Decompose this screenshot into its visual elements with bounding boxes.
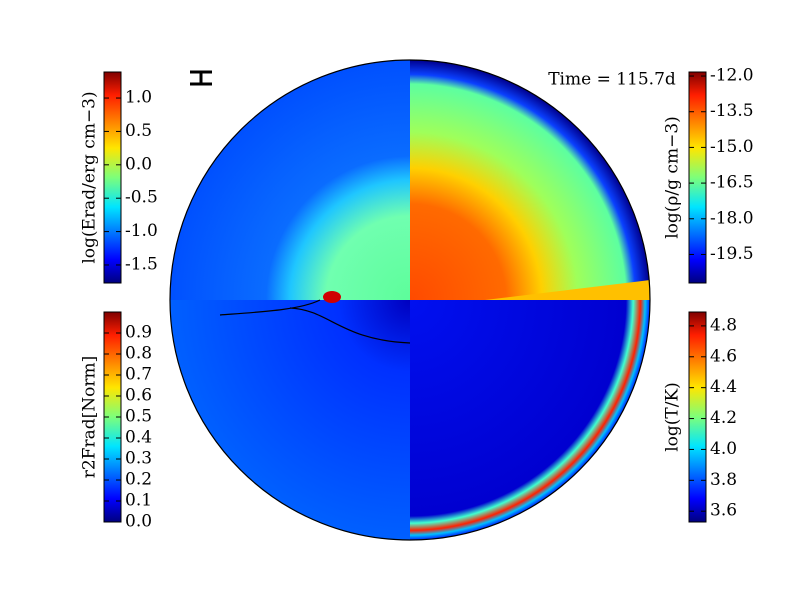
tick-label: 0.0 — [125, 512, 152, 532]
tick-label: -16.5 — [710, 173, 754, 193]
tick-label: 4.4 — [710, 377, 737, 397]
tick-label: 4.8 — [710, 315, 737, 335]
tick-label: -0.5 — [125, 188, 158, 208]
tick-label: 4.2 — [710, 408, 737, 428]
colorbar-label: log(Erad/erg cm−3) — [80, 91, 100, 263]
colorbar-label: log(ρ/g cm−3) — [663, 116, 683, 239]
tick-label: 0.7 — [125, 365, 152, 385]
tick-label: -13.5 — [710, 101, 754, 121]
simulation-disk — [169, 59, 651, 541]
tick-label: 0.2 — [125, 470, 152, 490]
colorbar-label: r2Frad[Norm] — [80, 356, 100, 479]
tick-label: 4.0 — [710, 439, 737, 459]
tick-label: 3.8 — [710, 470, 737, 490]
colorbar-label: log(T/K) — [663, 382, 683, 452]
tick-label: -15.0 — [710, 137, 754, 157]
tick-label: -18.0 — [710, 208, 754, 228]
colorbar — [688, 311, 707, 523]
tick-label: -1.5 — [125, 254, 158, 274]
tick-label: 0.9 — [125, 323, 152, 343]
tick-label: 0.1 — [125, 491, 152, 511]
tick-label: 3.6 — [710, 501, 737, 521]
tick-label: 0.4 — [125, 428, 152, 448]
colorbar — [688, 71, 707, 284]
tick-label: 0.3 — [125, 449, 152, 469]
tick-label: 0.6 — [125, 386, 152, 406]
tick-label: 0.0 — [125, 154, 152, 174]
time-label: Time = 115.7d — [548, 70, 676, 90]
scale-bar — [190, 70, 212, 86]
tick-label: 0.5 — [125, 121, 152, 141]
tick-label: 0.8 — [125, 344, 152, 364]
tick-label: -1.0 — [125, 221, 158, 241]
tick-label: -12.0 — [710, 66, 754, 86]
colorbar — [103, 71, 122, 284]
tick-label: 1.0 — [125, 88, 152, 108]
tick-label: -19.5 — [710, 244, 754, 264]
tick-label: 4.6 — [710, 346, 737, 366]
tick-label: 0.5 — [125, 407, 152, 427]
